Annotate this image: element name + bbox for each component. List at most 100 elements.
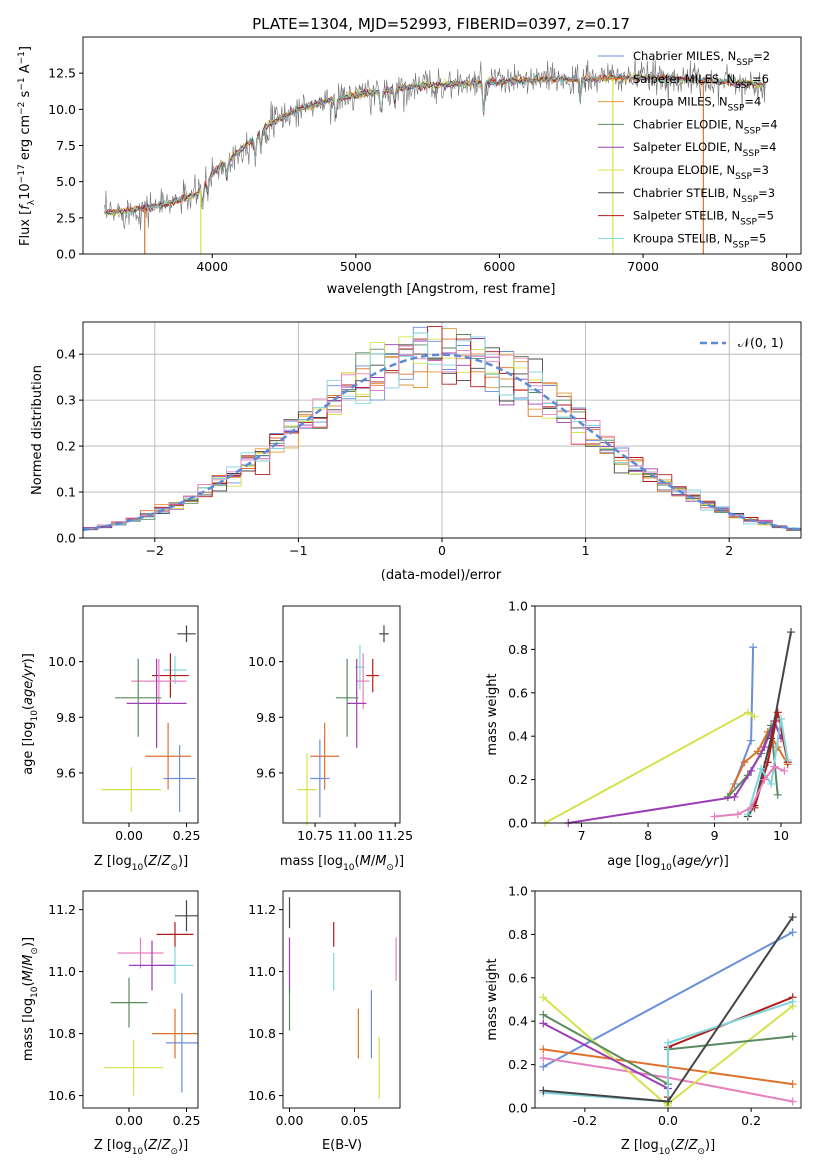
axes-frame: [282, 605, 401, 824]
label-part: (: [21, 705, 36, 710]
label-part: (: [355, 854, 360, 869]
y-tick-label: 10.6: [48, 1088, 76, 1103]
label-part: ⊙: [697, 1147, 705, 1157]
series-marker: [730, 792, 739, 801]
label-part: SSP: [744, 126, 761, 136]
series-marker: [777, 714, 786, 723]
label-part: λ: [27, 199, 37, 205]
x-tick-label: 5000: [340, 259, 372, 274]
y-tick-label: 9.8: [56, 710, 76, 725]
series-marker: [788, 997, 797, 1006]
label-part: −17: [17, 164, 27, 183]
series-marker: [743, 810, 752, 819]
legend-label: Kroupa MILES, NSSP=4: [633, 95, 761, 114]
label-part: )]: [21, 937, 36, 947]
label-part: Kroupa STELIB, N: [633, 231, 733, 245]
x-tick-label: 9: [711, 828, 719, 843]
x-tick-label: 0: [438, 543, 446, 558]
series-marker: [747, 803, 756, 812]
label-part: Z [log: [94, 1138, 132, 1153]
series-marker: [783, 756, 792, 765]
label-part: f: [18, 203, 33, 210]
series-line: [544, 711, 755, 824]
y-tick-label: 11.0: [48, 964, 76, 979]
series-marker: [743, 708, 752, 717]
x-tick-label: 0.00: [115, 828, 143, 843]
legend-label: Kroupa STELIB, NSSP=5: [633, 231, 766, 250]
label-part: /: [684, 1138, 689, 1153]
x-axis-label: (data-model)/error: [381, 568, 502, 583]
label-part: age/yr: [21, 662, 36, 705]
series-marker: [770, 762, 779, 771]
label-part: 10: [132, 1147, 144, 1157]
label-part: erg cm: [18, 115, 33, 164]
y-tick-label: 0.0: [56, 531, 76, 546]
x-tick-label: 8: [644, 828, 652, 843]
label-part: M: [375, 854, 386, 869]
label-part: Salpeter MILES, N: [633, 72, 735, 86]
series-marker: [767, 779, 776, 788]
x-axis-label: age [log10(age/yr)]: [607, 854, 729, 873]
series-marker: [747, 736, 756, 745]
plot-area: [539, 913, 797, 1110]
label-part: SSP: [733, 240, 750, 250]
label-part: M: [21, 955, 36, 966]
label-part: mass [log: [21, 998, 36, 1061]
y-tick-label: 10.0: [48, 102, 76, 117]
y-tick-label: 0.6: [508, 685, 528, 700]
label-part: Z: [161, 854, 172, 869]
series-marker: [710, 812, 719, 821]
series-marker: [760, 775, 769, 784]
label-part: SSP: [743, 149, 760, 159]
label-part: )]: [21, 653, 36, 663]
series-marker: [539, 1010, 548, 1019]
legend-label: Salpeter MILES, NSSP=6: [633, 72, 769, 91]
label-part: 10: [30, 986, 40, 998]
histogram-step: [82, 345, 801, 538]
label-part: M: [360, 854, 371, 869]
label-part: Z: [674, 1138, 685, 1153]
series-marker: [539, 993, 548, 1002]
label-part: age [log: [21, 722, 36, 775]
label-part: ]: [18, 46, 33, 51]
series-line: [543, 1000, 794, 1103]
x-tick-label: 7000: [627, 259, 659, 274]
x-tick-label: −1: [289, 543, 307, 558]
label-part: =5: [749, 231, 766, 245]
y-tick-label: 0.4: [508, 1014, 528, 1029]
label-part: age [log: [607, 854, 660, 869]
label-part: /: [21, 965, 36, 970]
label-part: Chabrier ELODIE, N: [633, 117, 744, 131]
label-part: Z [log: [94, 854, 132, 869]
label-part: =5: [757, 209, 774, 223]
series-marker: [788, 913, 797, 922]
series-marker: [788, 1032, 797, 1041]
y-tick-label: 0.0: [508, 1101, 528, 1116]
figure-title: PLATE=1304, MJD=52993, FIBERID=0397, z=0…: [252, 15, 630, 33]
x-tick-label: 6000: [484, 259, 516, 274]
label-part: Kroupa ELODIE, N: [633, 163, 735, 177]
y-tick-label: 0.2: [508, 772, 528, 787]
label-part: 10: [132, 863, 144, 873]
series-line: [542, 1022, 669, 1090]
legend-label: 𝒩(0, 1): [738, 335, 784, 350]
label-part: 10: [18, 183, 33, 200]
y-axis-label: mass [log10(M/M⊙)]: [21, 937, 40, 1061]
series-marker: [539, 1086, 548, 1095]
label-part: ⊙: [386, 863, 394, 873]
label-part: /: [371, 854, 376, 869]
x-tick-label: 4000: [196, 259, 228, 274]
y-tick-label: 9.8: [256, 710, 276, 725]
axes-frame: [282, 890, 401, 1109]
y-tick-label: 2.5: [56, 210, 76, 225]
series-marker: [787, 628, 796, 637]
label-part: )]: [178, 854, 188, 869]
label-part: )]: [705, 1138, 715, 1153]
plot-area: [104, 57, 766, 254]
label-part: 10: [660, 863, 672, 873]
x-tick-label: 0.25: [173, 828, 201, 843]
y-tick-label: 0.2: [56, 439, 76, 454]
label-part: Flux [: [18, 210, 33, 246]
